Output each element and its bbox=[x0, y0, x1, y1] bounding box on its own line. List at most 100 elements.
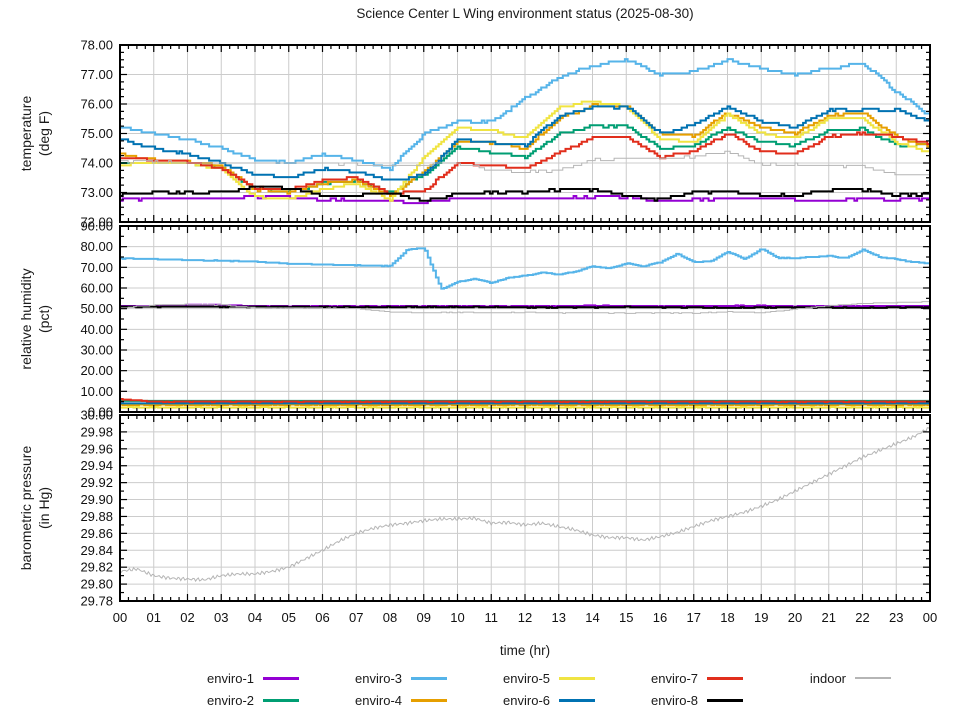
legend-item-enviro-2: enviro-2 bbox=[159, 689, 299, 711]
series-indoor-humidity bbox=[120, 301, 930, 314]
xtick-label: 11 bbox=[485, 610, 499, 625]
xtick-label: 20 bbox=[788, 610, 802, 625]
xtick-label: 22 bbox=[855, 610, 869, 625]
legend-label-enviro-1: enviro-1 bbox=[207, 670, 254, 686]
xtick-label: 00 bbox=[923, 610, 937, 625]
legend-row: enviro-2 enviro-4 enviro-6 enviro-8 bbox=[159, 689, 891, 711]
humidity-ytick-label: 0.00 bbox=[88, 405, 113, 420]
xtick-label: 23 bbox=[889, 610, 903, 625]
pressure-ytick-label: 29.92 bbox=[80, 475, 113, 490]
series-enviro-8-temperature bbox=[120, 185, 930, 202]
pressure-ytick-label: 29.82 bbox=[80, 560, 113, 575]
legend-label-indoor: indoor bbox=[809, 670, 846, 686]
legend-item-enviro-3: enviro-3 bbox=[307, 667, 447, 689]
pressure-axis-label: barometric pressure bbox=[18, 446, 34, 571]
legend-item-enviro-1: enviro-1 bbox=[159, 667, 299, 689]
legend-swatch-enviro-3 bbox=[411, 676, 447, 680]
axes bbox=[119, 44, 931, 602]
pressure-ytick-label: 29.78 bbox=[80, 594, 113, 609]
xtick-label: 15 bbox=[619, 610, 633, 625]
xtick-label: 09 bbox=[417, 610, 431, 625]
humidity-axis-label: relative humidity bbox=[18, 268, 34, 369]
x-axis-label: time (hr) bbox=[499, 643, 551, 658]
legend-swatch-enviro-8 bbox=[707, 698, 743, 702]
xtick-label: 16 bbox=[653, 610, 667, 625]
series-enviro-6-temperature bbox=[120, 105, 930, 181]
temperature-ytick-label: 74.00 bbox=[80, 156, 113, 171]
legend-swatch-enviro-7 bbox=[707, 676, 743, 680]
legend-label-enviro-6: enviro-6 bbox=[503, 692, 550, 708]
series-indoor-pressure bbox=[119, 427, 931, 583]
humidity-ytick-label: 50.00 bbox=[80, 301, 113, 316]
gridlines bbox=[119, 44, 931, 602]
humidity-ytick-label: 90.00 bbox=[80, 219, 113, 234]
xtick-label: 06 bbox=[315, 610, 329, 625]
xtick-label: 02 bbox=[180, 610, 194, 625]
legend-swatch-enviro-1 bbox=[263, 676, 299, 680]
humidity-ytick-label: 20.00 bbox=[80, 363, 113, 378]
series-enviro-8-humidity bbox=[120, 305, 930, 309]
pressure-ytick-label: 29.98 bbox=[80, 424, 113, 439]
xtick-label: 03 bbox=[214, 610, 228, 625]
tick-labels: 72.00 73.00 74.00 75.00 76.00 77.00 78.00 tempe… bbox=[18, 38, 937, 626]
humidity-ytick-label: 60.00 bbox=[80, 281, 113, 296]
xtick-label: 04 bbox=[248, 610, 262, 625]
series-enviro-7-humidity bbox=[120, 397, 930, 404]
temperature-ytick-label: 73.00 bbox=[80, 185, 113, 200]
temperature-axis-label-units: (deg F) bbox=[36, 111, 52, 156]
humidity-ytick-label: 40.00 bbox=[80, 322, 113, 337]
legend-item-enviro-5: enviro-5 bbox=[455, 667, 595, 689]
temperature-axis-label: temperature bbox=[18, 96, 34, 172]
humidity-ytick-label: 80.00 bbox=[80, 239, 113, 254]
xtick-label: 12 bbox=[518, 610, 532, 625]
humidity-ytick-label: 30.00 bbox=[80, 343, 113, 358]
xtick-label: 00 bbox=[113, 610, 127, 625]
series-enviro-1-temperature bbox=[120, 195, 930, 205]
xtick-label: 19 bbox=[754, 610, 768, 625]
legend-item-indoor: indoor bbox=[751, 667, 891, 689]
series-enviro-3-humidity bbox=[120, 247, 930, 290]
humidity-axis-label-units: (pct) bbox=[36, 305, 52, 333]
humidity-ytick-label: 10.00 bbox=[80, 384, 113, 399]
temperature-ytick-label: 76.00 bbox=[80, 97, 113, 112]
legend-label-enviro-4: enviro-4 bbox=[355, 692, 402, 708]
xtick-label: 21 bbox=[822, 610, 836, 625]
pressure-ytick-label: 29.86 bbox=[80, 526, 113, 541]
xtick-label: 08 bbox=[383, 610, 397, 625]
legend-label-enviro-5: enviro-5 bbox=[503, 670, 550, 686]
legend-swatch-indoor bbox=[855, 677, 891, 679]
legend-item-enviro-7: enviro-7 bbox=[603, 667, 743, 689]
legend-swatch-enviro-5 bbox=[559, 676, 595, 680]
xtick-label: 07 bbox=[349, 610, 363, 625]
series-enviro-1-humidity bbox=[120, 303, 930, 308]
legend-row: enviro-1 enviro-3 enviro-5 enviro-7 indoor bbox=[159, 667, 891, 689]
temperature-ytick-label: 77.00 bbox=[80, 67, 113, 82]
legend-item-enviro-6: enviro-6 bbox=[455, 689, 595, 711]
pressure-ytick-label: 29.80 bbox=[80, 577, 113, 592]
temperature-ytick-label: 72.00 bbox=[80, 215, 113, 230]
temperature-ytick-label: 78.00 bbox=[80, 38, 113, 53]
xtick-label: 05 bbox=[282, 610, 296, 625]
pressure-ytick-label: 29.96 bbox=[80, 441, 113, 456]
pressure-ytick-label: 29.90 bbox=[80, 492, 113, 507]
xtick-label: 18 bbox=[720, 610, 734, 625]
xtick-label: 01 bbox=[147, 610, 161, 625]
pressure-ytick-label: 29.84 bbox=[80, 543, 113, 558]
pressure-ytick-label: 29.88 bbox=[80, 509, 113, 524]
xtick-label: 14 bbox=[585, 610, 599, 625]
chart-title: Science Center L Wing environment status… bbox=[356, 6, 694, 21]
legend-item-enviro-4: enviro-4 bbox=[307, 689, 447, 711]
series-enviro-3-temperature bbox=[120, 58, 931, 172]
series-enviro-5-temperature bbox=[120, 100, 931, 202]
xtick-label: 17 bbox=[687, 610, 701, 625]
pressure-ytick-label: 29.94 bbox=[80, 458, 113, 473]
legend-label-enviro-7: enviro-7 bbox=[651, 670, 698, 686]
humidity-ytick-label: 70.00 bbox=[80, 260, 113, 275]
series-indoor-temperature bbox=[120, 150, 931, 178]
legend-item-enviro-8: enviro-8 bbox=[603, 689, 743, 711]
legend-label-enviro-3: enviro-3 bbox=[355, 670, 402, 686]
legend-label-enviro-2: enviro-2 bbox=[207, 692, 254, 708]
xtick-label: 10 bbox=[450, 610, 464, 625]
